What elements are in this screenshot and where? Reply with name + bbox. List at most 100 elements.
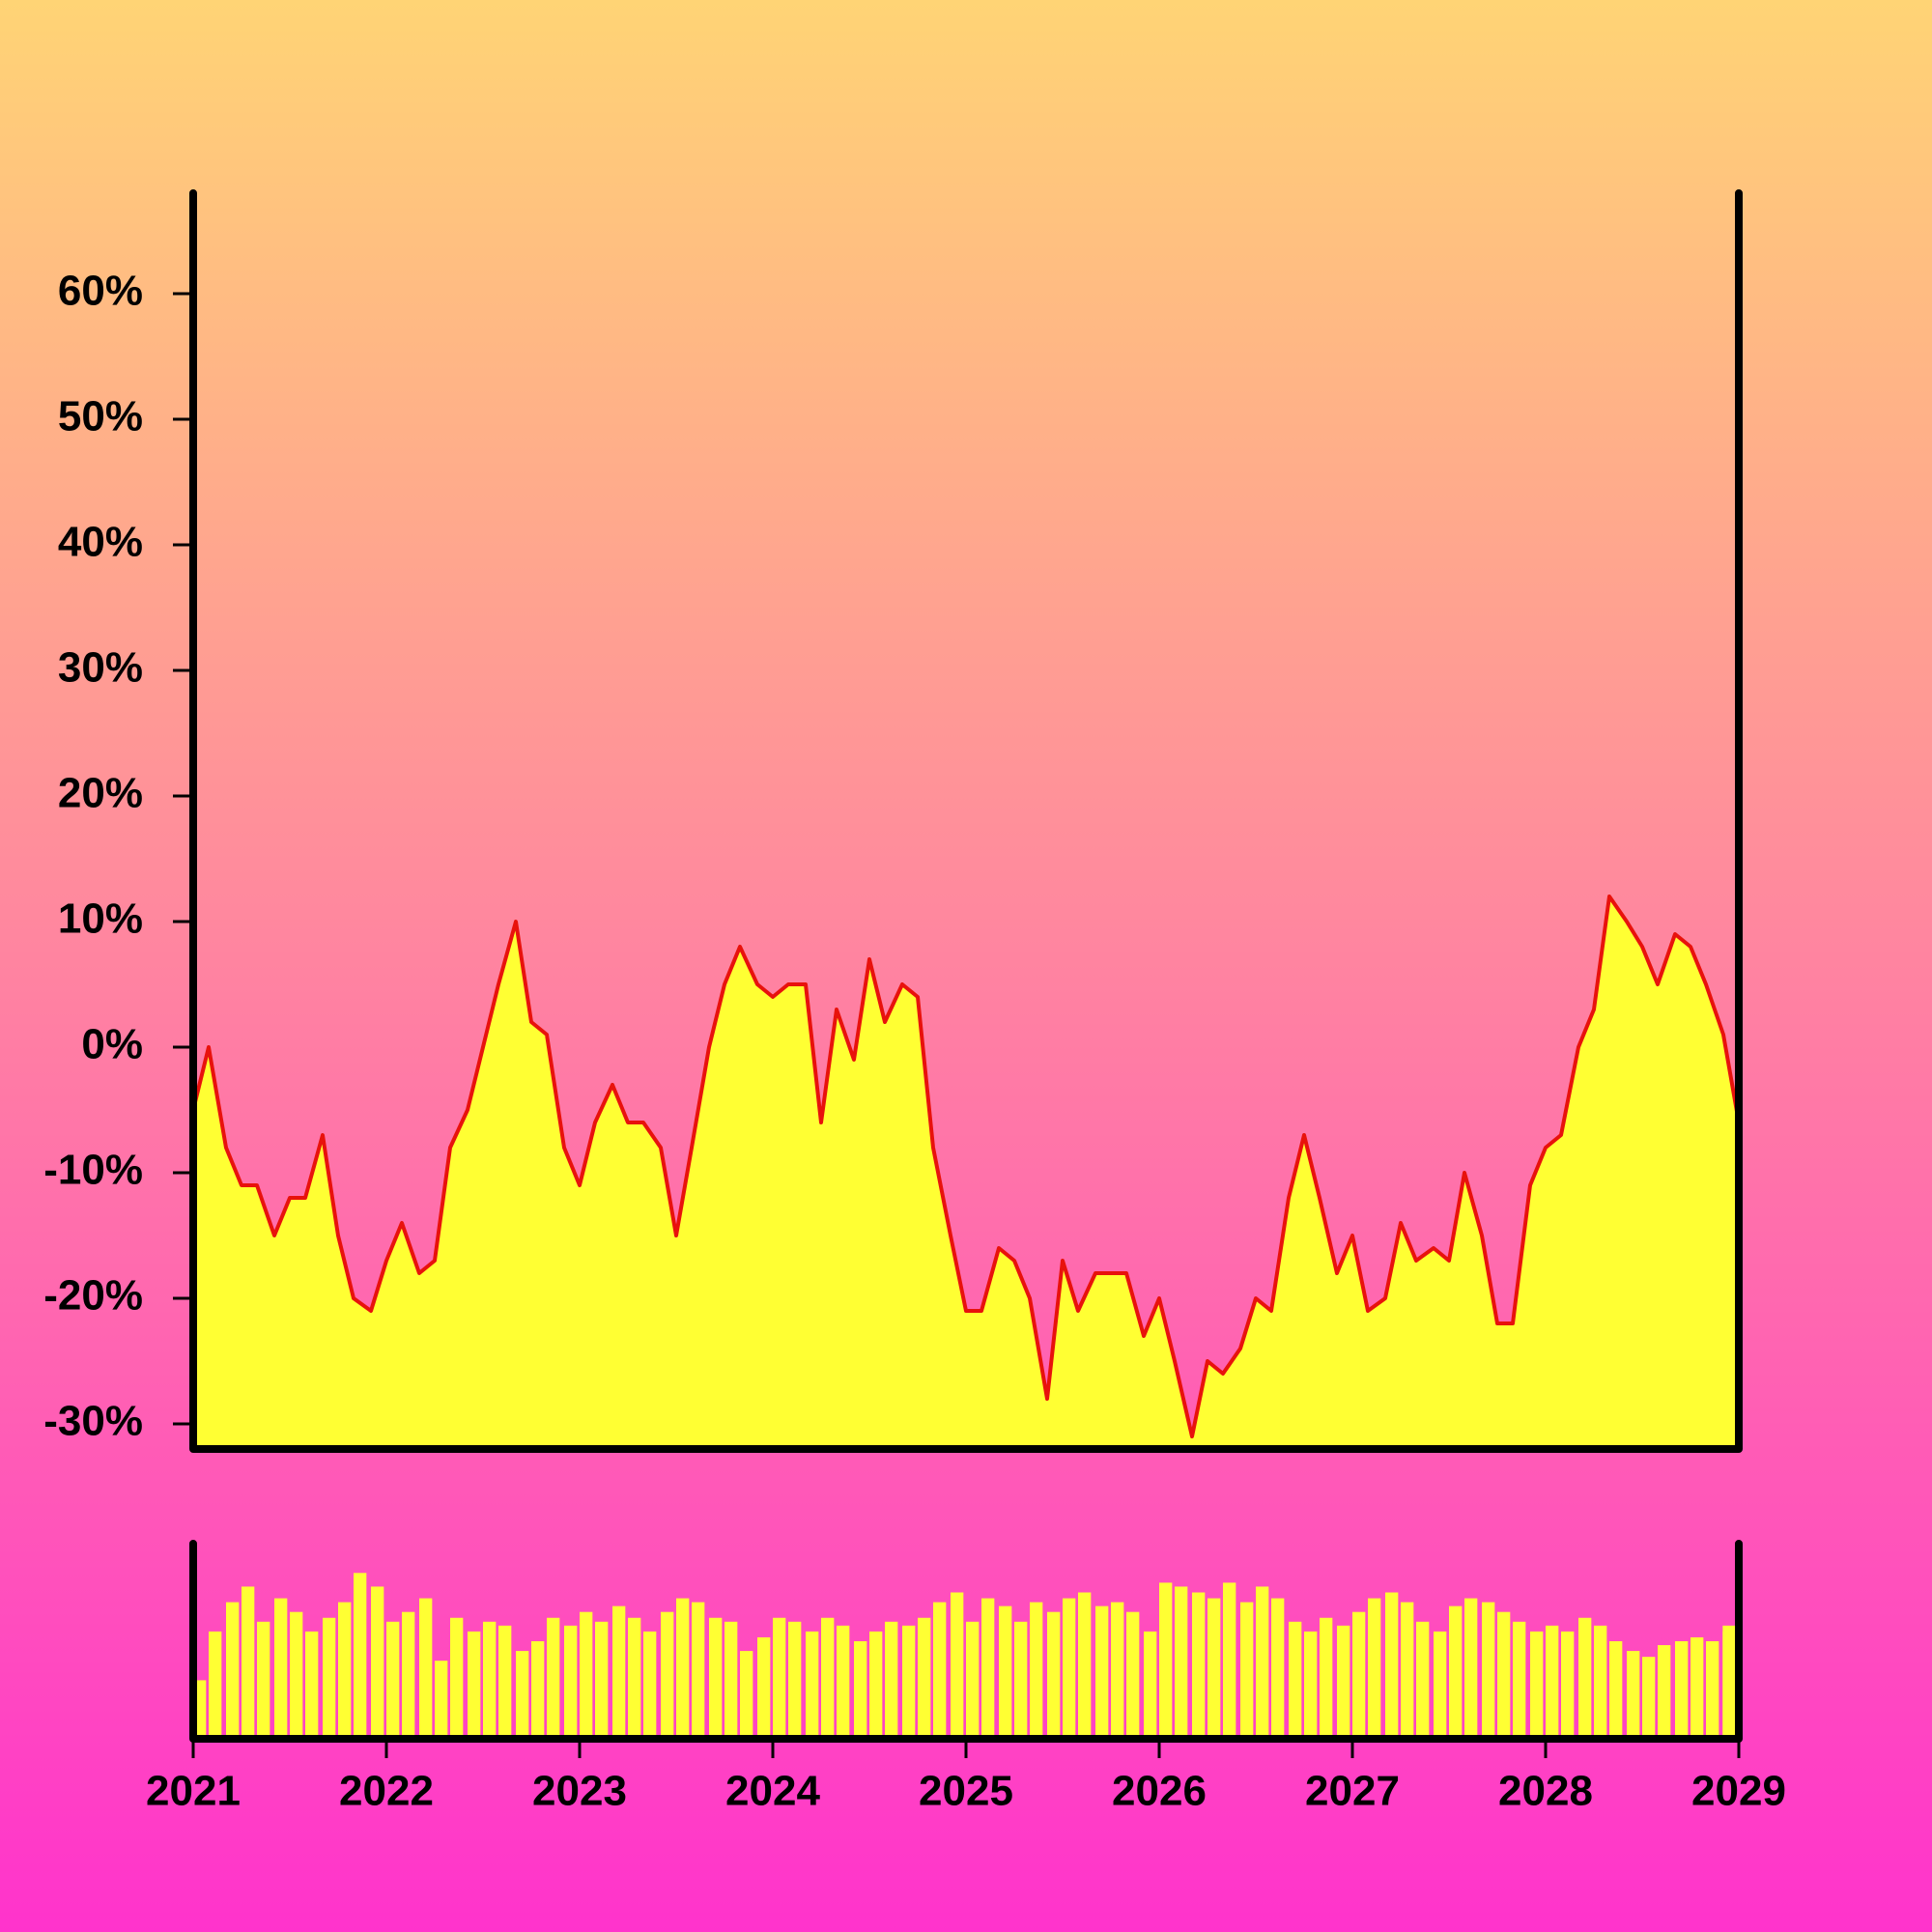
volume-bar xyxy=(643,1631,657,1739)
volume-bar xyxy=(1192,1592,1206,1739)
volume-bar xyxy=(692,1602,705,1739)
volume-bar xyxy=(1513,1621,1526,1739)
volume-bar xyxy=(323,1617,336,1739)
volume-bar xyxy=(1144,1631,1157,1739)
line xyxy=(191,895,1741,1438)
volume-bar xyxy=(531,1641,545,1739)
x-tick-label: 2029 xyxy=(1691,1768,1786,1815)
volume-bar xyxy=(1561,1631,1575,1739)
volume-bar xyxy=(1546,1625,1559,1739)
volume-bar xyxy=(821,1617,835,1739)
volume-bar xyxy=(773,1617,786,1739)
volume-bar xyxy=(966,1621,980,1739)
volume-bar xyxy=(661,1611,674,1739)
volume-bar xyxy=(1320,1617,1333,1739)
volume-bar xyxy=(1175,1586,1188,1739)
volume-bar xyxy=(1627,1651,1640,1739)
x-tick-label: 2023 xyxy=(532,1768,627,1815)
volume-bar xyxy=(999,1605,1012,1739)
volume-bar xyxy=(1352,1611,1366,1739)
volume-bar xyxy=(1706,1641,1719,1739)
volume-bar xyxy=(676,1598,690,1739)
volume-bar xyxy=(1271,1598,1285,1739)
volume-bar xyxy=(1208,1598,1221,1739)
volume-bar xyxy=(1416,1621,1430,1739)
volume-bar xyxy=(933,1602,947,1739)
x-tick-label: 2021 xyxy=(146,1768,241,1815)
volume-bar xyxy=(740,1651,753,1739)
volume-bar xyxy=(1368,1598,1381,1739)
volume-bar xyxy=(902,1625,916,1739)
y-tick-label: 30% xyxy=(58,644,143,692)
volume-bar xyxy=(1401,1602,1414,1739)
volume-bar xyxy=(724,1621,738,1739)
volume-bar xyxy=(1530,1631,1544,1739)
volume-bar xyxy=(854,1641,867,1739)
y-tick-label: 20% xyxy=(58,770,143,817)
volume-bar xyxy=(483,1621,497,1739)
volume-bar xyxy=(242,1586,255,1739)
volume-bar xyxy=(305,1631,319,1739)
volume-bar xyxy=(226,1602,240,1739)
volume-bar xyxy=(580,1611,593,1739)
volume-bar xyxy=(1609,1641,1623,1739)
volume-bar xyxy=(1675,1641,1689,1739)
volume-bar xyxy=(290,1611,303,1739)
volume-bar xyxy=(1690,1636,1704,1739)
volume-bar xyxy=(951,1592,964,1739)
volume-bar xyxy=(1642,1657,1656,1739)
volume-bar xyxy=(709,1617,723,1739)
volume-bar xyxy=(1304,1631,1318,1739)
volume-bar xyxy=(402,1611,415,1739)
volume-bar xyxy=(1095,1605,1109,1739)
volume-bar xyxy=(757,1636,771,1739)
volume-bar xyxy=(1337,1625,1350,1739)
x-tick-label: 2025 xyxy=(919,1768,1013,1815)
volume-bar xyxy=(1385,1592,1399,1739)
y-tick-label: 40% xyxy=(58,519,143,566)
volume-bar xyxy=(371,1586,384,1739)
volume-bar xyxy=(885,1621,898,1739)
volume-bar xyxy=(516,1651,529,1739)
volume-bar xyxy=(274,1598,288,1739)
x-tick-label: 2026 xyxy=(1112,1768,1207,1815)
volume-bar xyxy=(547,1617,560,1739)
volume-bar xyxy=(468,1631,481,1739)
x-tick-label: 2024 xyxy=(725,1768,820,1815)
volume-bar xyxy=(1078,1592,1092,1739)
volume-bar xyxy=(386,1621,400,1739)
volume-bar xyxy=(1434,1631,1447,1739)
volume-bar xyxy=(435,1661,448,1739)
volume-bar xyxy=(338,1602,352,1739)
volume-bar xyxy=(1482,1602,1495,1739)
volume-bar xyxy=(450,1617,464,1739)
volume-bar xyxy=(981,1598,995,1739)
volume-bar xyxy=(806,1631,819,1739)
volume-bar xyxy=(1578,1617,1592,1739)
volume-bar xyxy=(1063,1598,1076,1739)
volume-bar xyxy=(1722,1625,1736,1739)
volume-bar xyxy=(1126,1611,1140,1739)
volume-bar xyxy=(595,1621,609,1739)
y-tick-label: -30% xyxy=(43,1398,143,1445)
x-tick-label: 2028 xyxy=(1498,1768,1593,1815)
volume-frame xyxy=(189,1540,1743,1743)
y-tick-label: 50% xyxy=(58,393,143,440)
volume-bar xyxy=(628,1617,641,1739)
volume-bar xyxy=(498,1625,512,1739)
volume-bar xyxy=(1223,1582,1236,1739)
volume-bar xyxy=(419,1598,433,1739)
volume-bar xyxy=(564,1625,578,1739)
area xyxy=(193,896,1739,1449)
y-tick-label: -10% xyxy=(43,1147,143,1194)
x-tick-label: 2027 xyxy=(1305,1768,1400,1815)
volume-bar xyxy=(1497,1611,1511,1739)
volume-bar xyxy=(869,1631,883,1739)
x-tick-label: 2022 xyxy=(339,1768,434,1815)
volume-bar xyxy=(354,1573,367,1739)
volume-bar xyxy=(918,1617,931,1739)
axis-frame xyxy=(189,189,1743,1453)
volume-bar xyxy=(1594,1625,1607,1739)
